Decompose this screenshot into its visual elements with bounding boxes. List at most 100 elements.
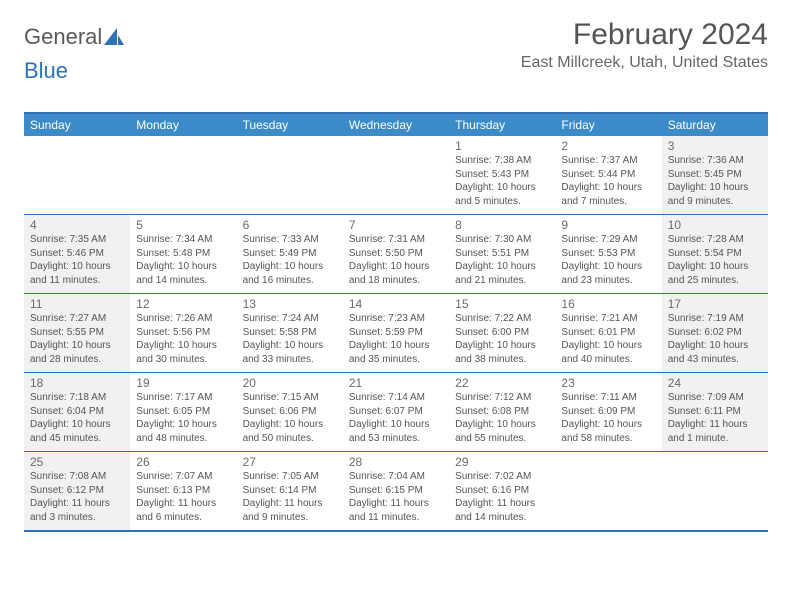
day-detail: Sunrise: 7:24 AMSunset: 5:58 PMDaylight:… <box>243 312 337 366</box>
day-detail: Sunrise: 7:36 AMSunset: 5:45 PMDaylight:… <box>668 154 762 208</box>
day-cell: 14Sunrise: 7:23 AMSunset: 5:59 PMDayligh… <box>343 294 449 372</box>
day-detail: Sunrise: 7:08 AMSunset: 6:12 PMDaylight:… <box>30 470 124 524</box>
day-cell: 28Sunrise: 7:04 AMSunset: 6:15 PMDayligh… <box>343 452 449 530</box>
day-number: 27 <box>243 455 337 469</box>
day-number: 23 <box>561 376 655 390</box>
day-header-friday: Friday <box>555 114 661 136</box>
day-number: 6 <box>243 218 337 232</box>
day-detail: Sunrise: 7:05 AMSunset: 6:14 PMDaylight:… <box>243 470 337 524</box>
day-cell: 10Sunrise: 7:28 AMSunset: 5:54 PMDayligh… <box>662 215 768 293</box>
day-cell: 1Sunrise: 7:38 AMSunset: 5:43 PMDaylight… <box>449 136 555 214</box>
day-cell: 21Sunrise: 7:14 AMSunset: 6:07 PMDayligh… <box>343 373 449 451</box>
logo-sail-icon <box>104 28 124 46</box>
day-detail: Sunrise: 7:26 AMSunset: 5:56 PMDaylight:… <box>136 312 230 366</box>
day-header-saturday: Saturday <box>662 114 768 136</box>
day-detail: Sunrise: 7:34 AMSunset: 5:48 PMDaylight:… <box>136 233 230 287</box>
day-header-tuesday: Tuesday <box>237 114 343 136</box>
day-number: 14 <box>349 297 443 311</box>
day-number: 9 <box>561 218 655 232</box>
day-detail: Sunrise: 7:35 AMSunset: 5:46 PMDaylight:… <box>30 233 124 287</box>
day-cell: 27Sunrise: 7:05 AMSunset: 6:14 PMDayligh… <box>237 452 343 530</box>
day-cell: 18Sunrise: 7:18 AMSunset: 6:04 PMDayligh… <box>24 373 130 451</box>
day-number: 12 <box>136 297 230 311</box>
day-detail: Sunrise: 7:09 AMSunset: 6:11 PMDaylight:… <box>668 391 762 445</box>
day-detail: Sunrise: 7:33 AMSunset: 5:49 PMDaylight:… <box>243 233 337 287</box>
day-cell: 8Sunrise: 7:30 AMSunset: 5:51 PMDaylight… <box>449 215 555 293</box>
day-cell: 19Sunrise: 7:17 AMSunset: 6:05 PMDayligh… <box>130 373 236 451</box>
day-cell: 7Sunrise: 7:31 AMSunset: 5:50 PMDaylight… <box>343 215 449 293</box>
day-number: 18 <box>30 376 124 390</box>
day-header-row: SundayMondayTuesdayWednesdayThursdayFrid… <box>24 114 768 136</box>
week-row: 1Sunrise: 7:38 AMSunset: 5:43 PMDaylight… <box>24 136 768 214</box>
day-detail: Sunrise: 7:31 AMSunset: 5:50 PMDaylight:… <box>349 233 443 287</box>
day-cell: 12Sunrise: 7:26 AMSunset: 5:56 PMDayligh… <box>130 294 236 372</box>
day-cell: 29Sunrise: 7:02 AMSunset: 6:16 PMDayligh… <box>449 452 555 530</box>
day-cell: 9Sunrise: 7:29 AMSunset: 5:53 PMDaylight… <box>555 215 661 293</box>
day-header-monday: Monday <box>130 114 236 136</box>
day-cell: 23Sunrise: 7:11 AMSunset: 6:09 PMDayligh… <box>555 373 661 451</box>
day-detail: Sunrise: 7:07 AMSunset: 6:13 PMDaylight:… <box>136 470 230 524</box>
day-detail: Sunrise: 7:30 AMSunset: 5:51 PMDaylight:… <box>455 233 549 287</box>
day-number: 11 <box>30 297 124 311</box>
calendar: SundayMondayTuesdayWednesdayThursdayFrid… <box>24 112 768 532</box>
empty-cell <box>555 452 661 530</box>
week-row: 11Sunrise: 7:27 AMSunset: 5:55 PMDayligh… <box>24 293 768 372</box>
day-detail: Sunrise: 7:29 AMSunset: 5:53 PMDaylight:… <box>561 233 655 287</box>
day-detail: Sunrise: 7:28 AMSunset: 5:54 PMDaylight:… <box>668 233 762 287</box>
day-detail: Sunrise: 7:27 AMSunset: 5:55 PMDaylight:… <box>30 312 124 366</box>
day-detail: Sunrise: 7:11 AMSunset: 6:09 PMDaylight:… <box>561 391 655 445</box>
day-detail: Sunrise: 7:12 AMSunset: 6:08 PMDaylight:… <box>455 391 549 445</box>
day-cell: 11Sunrise: 7:27 AMSunset: 5:55 PMDayligh… <box>24 294 130 372</box>
day-number: 17 <box>668 297 762 311</box>
day-cell: 16Sunrise: 7:21 AMSunset: 6:01 PMDayligh… <box>555 294 661 372</box>
day-number: 7 <box>349 218 443 232</box>
empty-cell <box>130 136 236 214</box>
day-cell: 13Sunrise: 7:24 AMSunset: 5:58 PMDayligh… <box>237 294 343 372</box>
day-detail: Sunrise: 7:23 AMSunset: 5:59 PMDaylight:… <box>349 312 443 366</box>
empty-cell <box>237 136 343 214</box>
day-cell: 4Sunrise: 7:35 AMSunset: 5:46 PMDaylight… <box>24 215 130 293</box>
week-row: 25Sunrise: 7:08 AMSunset: 6:12 PMDayligh… <box>24 451 768 530</box>
week-row: 4Sunrise: 7:35 AMSunset: 5:46 PMDaylight… <box>24 214 768 293</box>
day-number: 22 <box>455 376 549 390</box>
logo-text2: Blue <box>24 58 68 84</box>
day-detail: Sunrise: 7:19 AMSunset: 6:02 PMDaylight:… <box>668 312 762 366</box>
day-number: 26 <box>136 455 230 469</box>
day-detail: Sunrise: 7:14 AMSunset: 6:07 PMDaylight:… <box>349 391 443 445</box>
day-header-sunday: Sunday <box>24 114 130 136</box>
day-number: 2 <box>561 139 655 153</box>
day-header-thursday: Thursday <box>449 114 555 136</box>
day-cell: 2Sunrise: 7:37 AMSunset: 5:44 PMDaylight… <box>555 136 661 214</box>
day-number: 21 <box>349 376 443 390</box>
day-cell: 26Sunrise: 7:07 AMSunset: 6:13 PMDayligh… <box>130 452 236 530</box>
day-detail: Sunrise: 7:02 AMSunset: 6:16 PMDaylight:… <box>455 470 549 524</box>
day-cell: 25Sunrise: 7:08 AMSunset: 6:12 PMDayligh… <box>24 452 130 530</box>
month-title: February 2024 <box>521 18 768 52</box>
day-detail: Sunrise: 7:21 AMSunset: 6:01 PMDaylight:… <box>561 312 655 366</box>
day-detail: Sunrise: 7:15 AMSunset: 6:06 PMDaylight:… <box>243 391 337 445</box>
day-number: 3 <box>668 139 762 153</box>
day-number: 10 <box>668 218 762 232</box>
empty-cell <box>343 136 449 214</box>
day-detail: Sunrise: 7:22 AMSunset: 6:00 PMDaylight:… <box>455 312 549 366</box>
week-row: 18Sunrise: 7:18 AMSunset: 6:04 PMDayligh… <box>24 372 768 451</box>
day-cell: 22Sunrise: 7:12 AMSunset: 6:08 PMDayligh… <box>449 373 555 451</box>
day-number: 16 <box>561 297 655 311</box>
day-number: 1 <box>455 139 549 153</box>
day-cell: 24Sunrise: 7:09 AMSunset: 6:11 PMDayligh… <box>662 373 768 451</box>
day-number: 8 <box>455 218 549 232</box>
day-cell: 3Sunrise: 7:36 AMSunset: 5:45 PMDaylight… <box>662 136 768 214</box>
day-number: 29 <box>455 455 549 469</box>
day-number: 20 <box>243 376 337 390</box>
logo: General <box>24 18 124 50</box>
day-number: 4 <box>30 218 124 232</box>
day-detail: Sunrise: 7:37 AMSunset: 5:44 PMDaylight:… <box>561 154 655 208</box>
day-detail: Sunrise: 7:38 AMSunset: 5:43 PMDaylight:… <box>455 154 549 208</box>
empty-cell <box>24 136 130 214</box>
day-number: 25 <box>30 455 124 469</box>
day-header-wednesday: Wednesday <box>343 114 449 136</box>
day-number: 13 <box>243 297 337 311</box>
day-number: 15 <box>455 297 549 311</box>
day-number: 19 <box>136 376 230 390</box>
day-number: 5 <box>136 218 230 232</box>
